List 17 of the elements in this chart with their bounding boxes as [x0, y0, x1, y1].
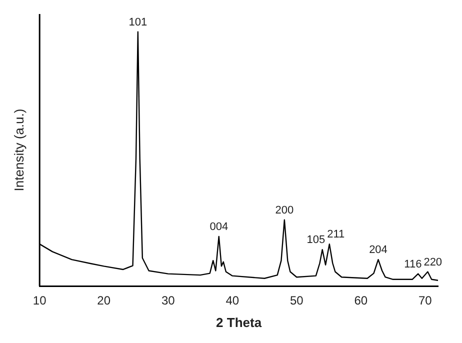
x-tick-label: 60 — [354, 294, 368, 308]
y-axis-title: Intensity (a.u.) — [11, 108, 26, 192]
x-tick-label: 50 — [290, 294, 304, 308]
annotation: 105 — [306, 234, 326, 246]
annotation: 211 — [327, 228, 345, 241]
x-axis-title: 2 Theta — [216, 314, 262, 330]
annotation: 004 — [210, 220, 228, 233]
x-tick-label: 20 — [97, 294, 111, 308]
annotation: 116 — [404, 258, 422, 270]
annotation: 101 — [128, 16, 148, 28]
x-tick-label: 40 — [226, 294, 240, 308]
annotation: 200 — [275, 204, 294, 216]
annotation: 220 — [424, 256, 442, 268]
x-tick-label: 10 — [32, 294, 47, 308]
annotation: 204 — [369, 244, 388, 256]
x-tick-label: 30 — [161, 294, 176, 308]
x-tick-label: 70 — [418, 294, 432, 308]
